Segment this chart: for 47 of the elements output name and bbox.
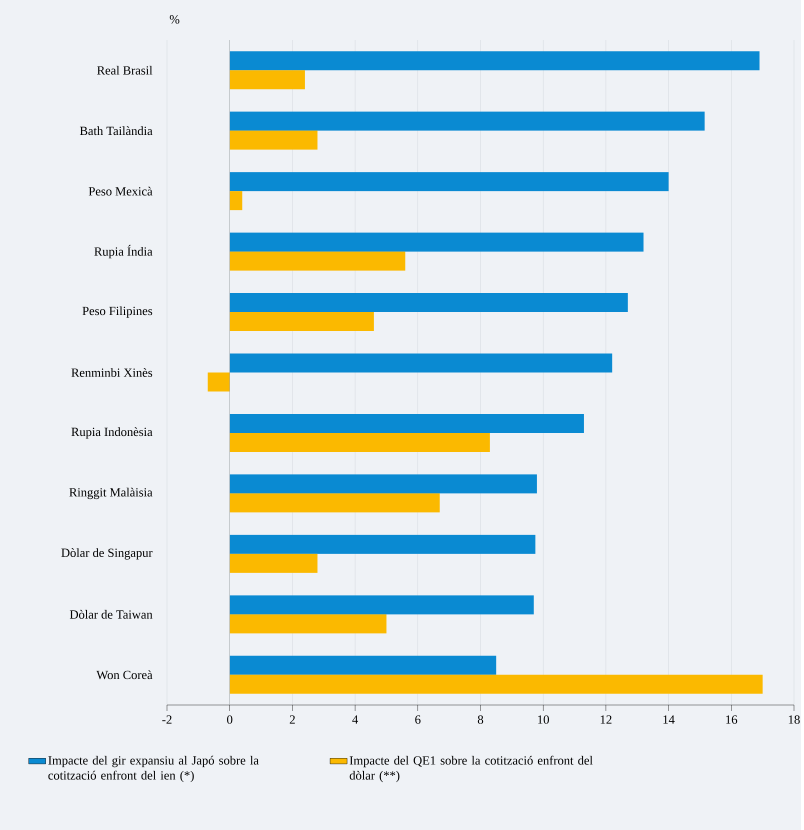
x-tick-label: 10 (538, 715, 549, 724)
bar (229, 191, 242, 210)
bar (229, 232, 644, 252)
bar (229, 534, 536, 554)
x-tick-label: 12 (600, 715, 612, 724)
bar (229, 354, 612, 373)
x-tick-label: 4 (352, 715, 358, 724)
bar (229, 656, 496, 675)
y-tick-label: Dòlar de Taiwan (70, 610, 152, 619)
bar (229, 70, 305, 90)
y-tick-label: Peso Filipines (82, 306, 152, 318)
bar (229, 414, 584, 433)
bar (229, 293, 628, 312)
x-tick-label: 0 (226, 715, 232, 724)
bar (208, 372, 230, 392)
bar (229, 614, 386, 634)
y-tick-label: Renminbi Xinès (71, 368, 152, 377)
x-tick-label: 14 (663, 715, 674, 724)
y-tick-label: Bath Tailàndia (80, 126, 152, 136)
x-tick-label: -2 (162, 715, 172, 724)
x-tick-label: 18 (788, 715, 800, 724)
y-tick-label: Rupia Indonèsia (71, 427, 152, 439)
bar (229, 474, 537, 494)
bar (229, 51, 760, 70)
bar (229, 112, 704, 131)
x-tick-label: 2 (290, 715, 295, 724)
bar (229, 554, 318, 573)
bar (229, 595, 534, 614)
x-tick-label: 8 (478, 715, 483, 724)
bar (229, 130, 318, 150)
y-tick-label: Ringgit Malàisia (69, 488, 152, 500)
x-tick-label: 6 (415, 715, 420, 724)
bar (229, 312, 374, 332)
bar (229, 252, 406, 271)
x-tick-label: 16 (726, 715, 737, 724)
bar (229, 674, 762, 694)
y-tick-label: Won Coreà (96, 670, 152, 680)
bar (229, 493, 440, 512)
y-tick-label: Rupia Índia (94, 244, 152, 258)
y-tick-label: Real Brasil (96, 66, 152, 75)
y-tick-label: Peso Mexicà (88, 186, 152, 196)
bar (229, 432, 490, 452)
legend-label: Impacte del QE1 sobre la cotització enfront del dòlar (**) (350, 756, 592, 782)
bar (229, 172, 668, 192)
y-tick-label: Dòlar de Singapur (61, 548, 152, 560)
x-axis-title: % (170, 15, 180, 24)
legend-label: Impacte del gir expansiu al Japó sobre la cotització enfront del ien (*) (48, 756, 259, 782)
